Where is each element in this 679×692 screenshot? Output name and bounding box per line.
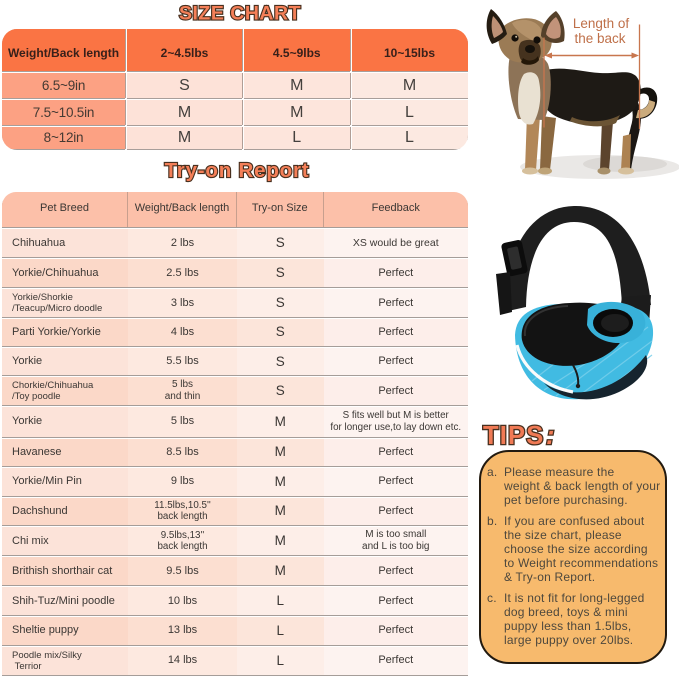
svg-text::: :	[546, 422, 555, 450]
svg-text:TIPS: TIPS	[483, 422, 544, 450]
svg-text:the back: the back	[574, 31, 625, 46]
svg-text:Try-on Report: Try-on Report	[165, 159, 310, 182]
svg-text:Length of: Length of	[573, 16, 630, 31]
svg-text:SIZE CHART: SIZE CHART	[179, 3, 301, 25]
